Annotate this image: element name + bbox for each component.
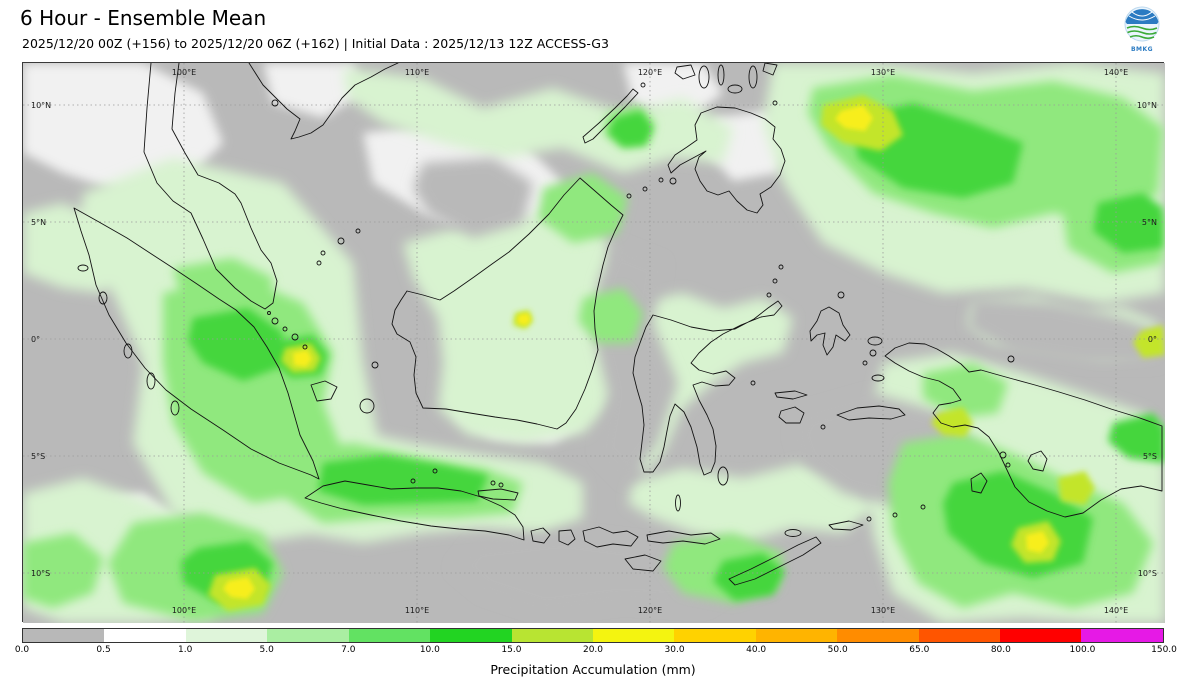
colorbar-scale xyxy=(22,628,1164,643)
colorbar-tick: 80.0 xyxy=(990,645,1011,655)
colorbar-tick: 40.0 xyxy=(746,645,767,655)
colorbar-tick: 65.0 xyxy=(909,645,930,655)
colorbar-segment xyxy=(511,629,593,642)
lon-label-bottom: 110°E xyxy=(405,606,429,615)
colorbar-tick: 20.0 xyxy=(582,645,604,655)
colorbar-segment xyxy=(592,629,675,642)
lat-label-right: 5°N xyxy=(1142,218,1157,227)
bmkg-logo-text: BMKG xyxy=(1130,46,1154,53)
lon-label-top: 100°E xyxy=(172,68,196,77)
colorbar-tick: 0.0 xyxy=(14,645,30,655)
colorbar-segment xyxy=(674,629,756,642)
colorbar: 0.0 0.5 1.0 5.0 7.0 10.0 15.0 20.0 30.0 … xyxy=(15,628,1177,677)
colorbar-tick: 5.0 xyxy=(259,645,274,655)
lon-label-top: 130°E xyxy=(871,68,895,77)
lat-label-left: 5°S xyxy=(31,452,45,461)
lat-label-right: 10°N xyxy=(1137,101,1157,110)
forecast-period-subtitle: 2025/12/20 00Z (+156) to 2025/12/20 06Z … xyxy=(22,36,609,51)
colorbar-segment xyxy=(267,629,349,642)
lat-label-left: 5°N xyxy=(31,218,46,227)
colorbar-tick: 10.0 xyxy=(419,645,440,655)
colorbar-tick: 7.0 xyxy=(341,645,356,655)
precipitation-layer xyxy=(23,63,1165,623)
colorbar-tick: 30.0 xyxy=(664,645,685,655)
map-axis-labels: 100°E 110°E 120°E 130°E 140°E 100°E 110°… xyxy=(31,68,1157,615)
colorbar-tick: 50.0 xyxy=(827,645,848,655)
colorbar-tick: 1.0 xyxy=(177,645,193,655)
lat-label-left: 10°S xyxy=(31,569,50,578)
lat-label-right: 5°S xyxy=(1143,452,1157,461)
lat-label-left: 0° xyxy=(31,335,40,344)
colorbar-ticks: 0.0 0.5 1.0 5.0 7.0 10.0 15.0 20.0 30.0 … xyxy=(15,645,1177,659)
colorbar-segment xyxy=(918,629,1001,642)
colorbar-tick: 100.0 xyxy=(1069,645,1096,655)
colorbar-segment xyxy=(755,629,838,642)
colorbar-segment xyxy=(1000,629,1082,642)
colorbar-segment xyxy=(104,629,186,642)
lat-label-right: 10°S xyxy=(1138,569,1157,578)
lon-label-top: 140°E xyxy=(1104,68,1128,77)
colorbar-segment xyxy=(185,629,268,642)
colorbar-title: Precipitation Accumulation (mm) xyxy=(490,662,696,677)
lon-label-bottom: 140°E xyxy=(1104,606,1128,615)
colorbar-segment xyxy=(1081,629,1163,642)
lon-label-top: 120°E xyxy=(638,68,662,77)
colorbar-tick: 15.0 xyxy=(501,645,522,655)
bmkg-logo: BMKG xyxy=(1120,4,1164,53)
colorbar-tick: 150.0 xyxy=(1151,645,1177,655)
lon-label-top: 110°E xyxy=(405,68,429,77)
lat-label-left: 10°N xyxy=(31,101,51,110)
coastlines xyxy=(73,63,1163,586)
colorbar-segment xyxy=(837,629,919,642)
precipitation-map: 100°E 110°E 120°E 130°E 140°E 100°E 110°… xyxy=(22,62,1165,623)
lon-label-bottom: 100°E xyxy=(172,606,196,615)
lon-label-bottom: 130°E xyxy=(871,606,895,615)
map-gridlines xyxy=(23,63,1165,623)
colorbar-segment xyxy=(348,629,431,642)
lon-label-bottom: 120°E xyxy=(638,606,662,615)
lat-label-right: 0° xyxy=(1148,335,1157,344)
colorbar-segment xyxy=(23,629,105,642)
bmkg-globe-icon xyxy=(1124,6,1160,42)
page-title: 6 Hour - Ensemble Mean xyxy=(20,6,267,30)
colorbar-tick: 0.5 xyxy=(96,645,111,655)
colorbar-segment xyxy=(430,629,512,642)
map-canvas: 100°E 110°E 120°E 130°E 140°E 100°E 110°… xyxy=(23,63,1165,623)
